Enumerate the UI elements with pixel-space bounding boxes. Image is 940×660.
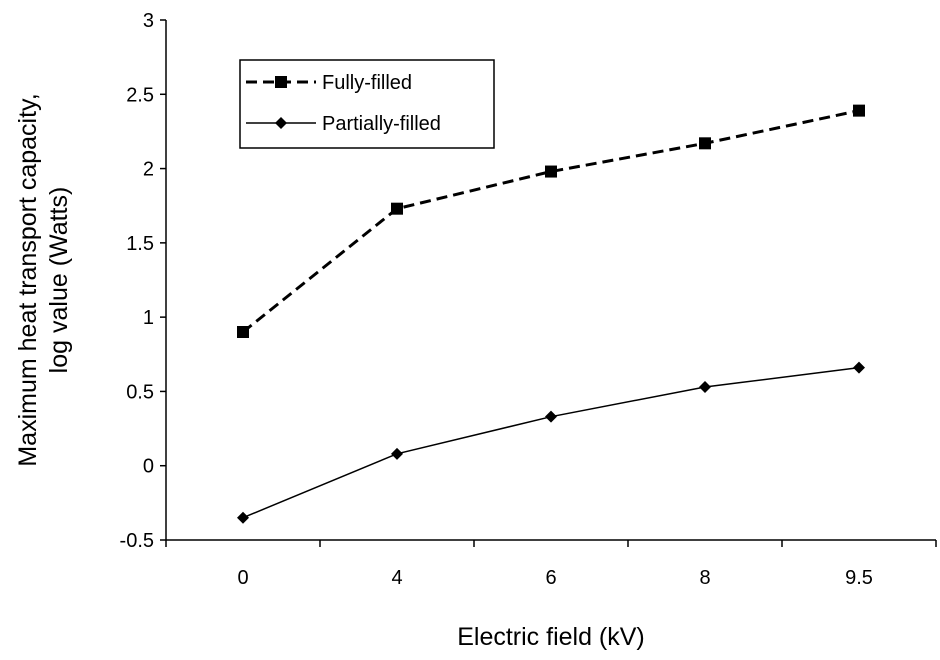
x-tick-label: 4 [391, 567, 402, 589]
y-axis-label-line: log value (Watts) [45, 187, 73, 374]
x-tick-label: 6 [545, 567, 556, 589]
series-line [242, 366, 860, 519]
x-tick-label: 0 [237, 567, 248, 589]
y-axis-label: Maximum heat transport capacity, log valu… [14, 93, 73, 466]
series-layer [237, 104, 865, 524]
series-fully-filled [237, 104, 865, 338]
data-point-square [699, 137, 711, 150]
x-axis-label: Electric field (kV) [457, 623, 645, 651]
y-tick-label: 1 [143, 307, 154, 329]
y-axis-label-line: Maximum heat transport capacity, [14, 93, 42, 466]
legend-box [239, 59, 495, 149]
y-tick-label: 1.5 [126, 233, 154, 255]
legend: Fully-filled Partially-filled [239, 59, 495, 149]
data-point-square [275, 76, 287, 88]
axes: -0.5 0 0.5 1 1.5 2 2.5 3 0 4 6 8 9.5 [120, 10, 937, 589]
y-tick-label: -0.5 [120, 530, 154, 552]
data-point-square [853, 104, 865, 117]
legend-item: Fully-filled [246, 72, 412, 94]
x-tick-label: 8 [699, 567, 710, 589]
data-point-diamond [853, 361, 865, 374]
data-point-diamond [391, 447, 403, 460]
y-tick-label: 2.5 [126, 84, 154, 106]
y-tick-label: 2 [143, 159, 154, 181]
x-tick-label: 9.5 [845, 567, 873, 589]
data-point-square [237, 326, 249, 338]
data-point-diamond [545, 410, 557, 423]
series-partially-filled [237, 361, 865, 524]
legend-item: Partially-filled [246, 113, 441, 135]
data-point-diamond [237, 511, 249, 524]
axis-labels: Electric field (kV) Maximum heat transpo… [14, 93, 645, 651]
legend-label: Partially-filled [322, 113, 441, 135]
y-tick-label: 0 [143, 456, 154, 478]
series-line [242, 109, 860, 334]
y-tick-label: 0.5 [126, 381, 154, 403]
legend-label: Fully-filled [322, 72, 412, 94]
y-tick-label: 3 [143, 10, 154, 32]
data-point-square [545, 165, 557, 178]
data-point-diamond [699, 380, 711, 393]
data-point-diamond [275, 117, 287, 129]
data-point-square [391, 202, 403, 215]
